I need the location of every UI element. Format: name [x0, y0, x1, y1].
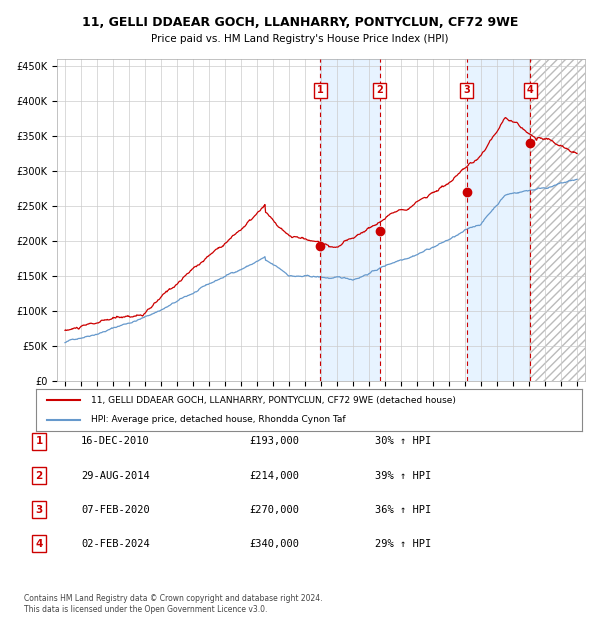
- Text: 39% ↑ HPI: 39% ↑ HPI: [375, 471, 431, 480]
- Text: 11, GELLI DDAEAR GOCH, LLANHARRY, PONTYCLUN, CF72 9WE: 11, GELLI DDAEAR GOCH, LLANHARRY, PONTYC…: [82, 16, 518, 29]
- Text: £214,000: £214,000: [249, 471, 299, 480]
- Text: 4: 4: [527, 86, 534, 95]
- Text: £340,000: £340,000: [249, 539, 299, 549]
- Text: 2: 2: [35, 471, 43, 480]
- Text: 02-FEB-2024: 02-FEB-2024: [81, 539, 150, 549]
- Text: Price paid vs. HM Land Registry's House Price Index (HPI): Price paid vs. HM Land Registry's House …: [151, 34, 449, 44]
- Text: Contains HM Land Registry data © Crown copyright and database right 2024.: Contains HM Land Registry data © Crown c…: [24, 593, 323, 603]
- Bar: [530, 59, 585, 381]
- Bar: [320, 59, 380, 381]
- Text: 36% ↑ HPI: 36% ↑ HPI: [375, 505, 431, 515]
- Text: 2: 2: [376, 86, 383, 95]
- Text: 30% ↑ HPI: 30% ↑ HPI: [375, 436, 431, 446]
- Text: £193,000: £193,000: [249, 436, 299, 446]
- Text: HPI: Average price, detached house, Rhondda Cynon Taf: HPI: Average price, detached house, Rhon…: [91, 415, 345, 424]
- Text: 3: 3: [463, 86, 470, 95]
- Bar: [467, 59, 530, 381]
- Text: 11, GELLI DDAEAR GOCH, LLANHARRY, PONTYCLUN, CF72 9WE (detached house): 11, GELLI DDAEAR GOCH, LLANHARRY, PONTYC…: [91, 396, 455, 405]
- Text: 1: 1: [317, 86, 324, 95]
- Text: This data is licensed under the Open Government Licence v3.0.: This data is licensed under the Open Gov…: [24, 604, 268, 614]
- Text: 07-FEB-2020: 07-FEB-2020: [81, 505, 150, 515]
- Text: 16-DEC-2010: 16-DEC-2010: [81, 436, 150, 446]
- Text: 1: 1: [35, 436, 43, 446]
- Text: £270,000: £270,000: [249, 505, 299, 515]
- Text: 4: 4: [35, 539, 43, 549]
- Text: 29-AUG-2014: 29-AUG-2014: [81, 471, 150, 480]
- Text: 29% ↑ HPI: 29% ↑ HPI: [375, 539, 431, 549]
- Text: 3: 3: [35, 505, 43, 515]
- Bar: [530, 59, 585, 381]
